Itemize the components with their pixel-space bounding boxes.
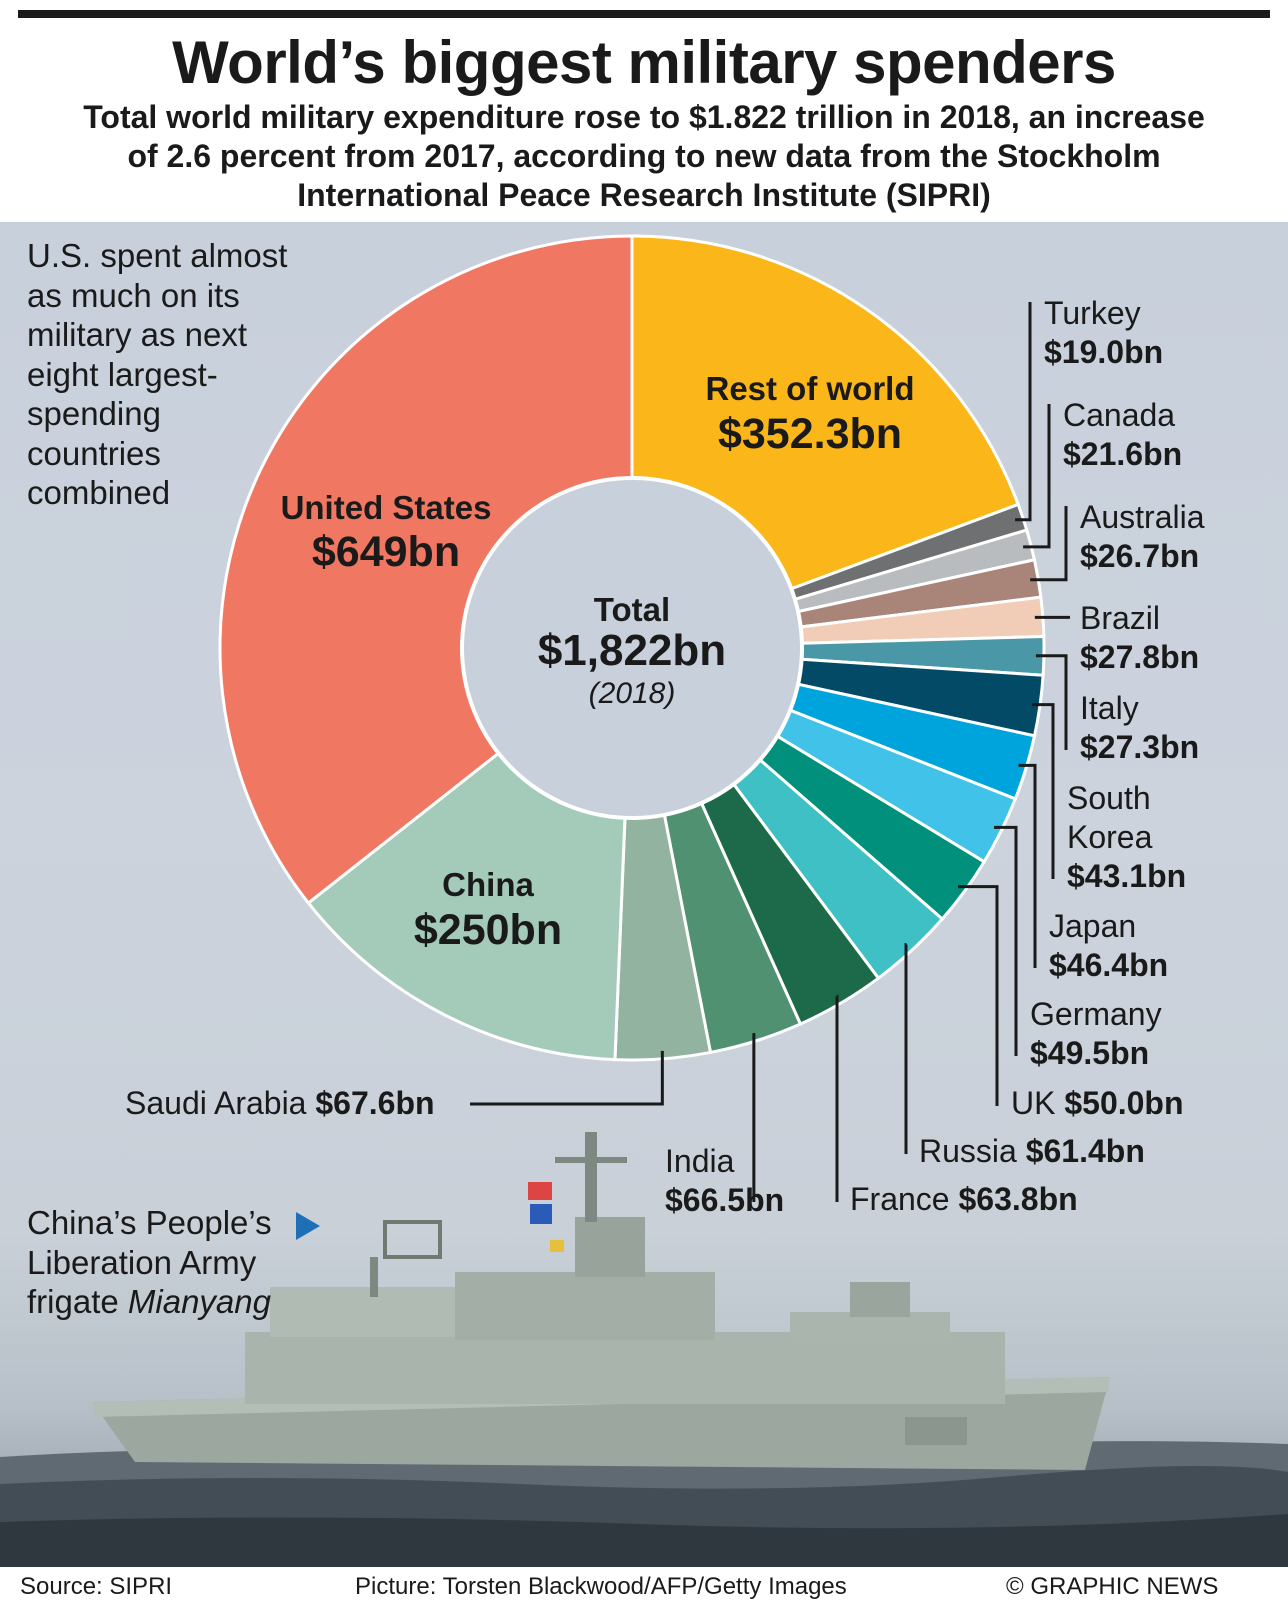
leader-line-australia [1030,506,1068,582]
slice-label-china: China [442,866,534,903]
pointer-arrow-icon [296,1212,320,1240]
callout-name-russia: Russia [919,1133,1026,1169]
note-line: U.S. spent almost [27,237,288,274]
slice-value-china: $250bn [414,906,562,954]
callout-name-brazil: Brazil [1080,600,1160,636]
leader-line-italy [1035,654,1068,750]
copyright: © GRAPHIC NEWS [1006,1573,1219,1600]
slice-value-united-states: $649bn [312,528,460,576]
subtitle: Total world military expenditure rose to… [24,98,1264,215]
subtitle-line: International Peace Research Institute (… [297,177,991,213]
subtitle-line: of 2.6 percent from 2017, according to n… [127,138,1161,174]
callout-value-italy: $27.3bn [1080,729,1199,765]
callout-saudi-arabia: Saudi Arabia $67.6bn [125,1085,435,1121]
callout-name-india: India [665,1143,735,1179]
caption-line: frigate Mianyang [27,1282,327,1322]
callout-name-germany: Germany [1030,996,1162,1032]
callout-name-japan: Japan [1049,908,1136,944]
callout-name-australia: Australia [1080,499,1205,535]
callout-value-japan: $46.4bn [1049,947,1168,983]
callout-name-saudi-arabia: Saudi Arabia [125,1085,315,1121]
callout-value-brazil: $27.8bn [1080,639,1199,675]
note-line: countries [27,434,161,472]
donut-hole [460,476,804,820]
callout-value-germany: $49.5bn [1030,1035,1149,1071]
callout-name-turkey: Turkey [1044,295,1141,331]
slice-value-rest-of-world: $352.3bn [718,410,902,458]
callout-value-france: $63.8bn [958,1181,1077,1217]
callout-value-saudi-arabia: $67.6bn [315,1085,434,1121]
leader-line-germany [993,825,1018,1056]
callout-name-canada: Canada [1063,397,1175,433]
callout-name-france: France [850,1181,958,1217]
leader-line-canada [1023,404,1051,549]
caption-text: frigate [27,1283,128,1320]
leader-line-turkey [1015,302,1032,522]
caption-line: Liberation Army [27,1243,257,1281]
callout-value-india: $66.5bn [665,1182,784,1218]
note-line: military as next [27,316,248,353]
page-title: World’s biggest military spenders [172,29,1116,96]
note-line: as much on its [27,276,240,314]
ship-name: Mianyang [127,1283,271,1320]
callout-name-south-korea: Korea [1067,819,1153,855]
callout-labels: Turkey$19.0bn Canada$21.6bn Australia$26.7… [125,295,1205,1218]
callout-leader-lines [470,302,1070,1202]
callout-france: France $63.8bn [850,1181,1078,1217]
callout-name-uk: UK [1011,1085,1064,1121]
callout-value-south-korea: $43.1bn [1067,858,1186,894]
us-spending-note: U.S. spent almost as much on its militar… [27,236,347,513]
center-year: (2018) [589,677,676,710]
callout-value-russia: $61.4bn [1026,1133,1145,1169]
center-title: Total [594,591,670,628]
slice-label-united-states: United States [281,489,492,526]
caption-line: China’s People’s [27,1204,272,1241]
donut-chart: Total $1,822bn (2018) Rest of world $352… [125,234,1205,1218]
center-total: $1,822bn [538,626,726,675]
source-credit: Source: SIPRI [20,1573,173,1600]
note-line: eight largest- [27,355,218,393]
photo-caption: China’s People’s Liberation Army frigate… [27,1203,327,1322]
slice-united-states [218,234,634,906]
callout-value-canada: $21.6bn [1063,436,1182,472]
callout-value-turkey: $19.0bn [1044,334,1163,370]
leader-line-south-korea [1032,703,1055,879]
leader-line-japan [1018,763,1037,968]
callout-uk: UK $50.0bn [1011,1085,1184,1121]
note-line: combined [27,474,171,511]
leader-line-saudi-arabia [470,1050,664,1106]
picture-credit: Picture: Torsten Blackwood/AFP/Getty Ima… [355,1573,847,1600]
note-line: spending [27,395,161,432]
top-rule [18,10,1270,18]
callout-name-south-korea: South [1067,780,1151,816]
callout-value-uk: $50.0bn [1064,1085,1183,1121]
callout-russia: Russia $61.4bn [919,1133,1145,1169]
subtitle-line: Total world military expenditure rose to… [83,99,1205,135]
callout-value-australia: $26.7bn [1080,538,1199,574]
callout-name-italy: Italy [1080,690,1139,726]
frigate-illustration [0,1132,1288,1567]
leader-line-uk [958,885,999,1106]
footer: Source: SIPRI Picture: Torsten Blackwood… [0,1567,1288,1603]
slice-label-rest-of-world: Rest of world [705,370,914,407]
